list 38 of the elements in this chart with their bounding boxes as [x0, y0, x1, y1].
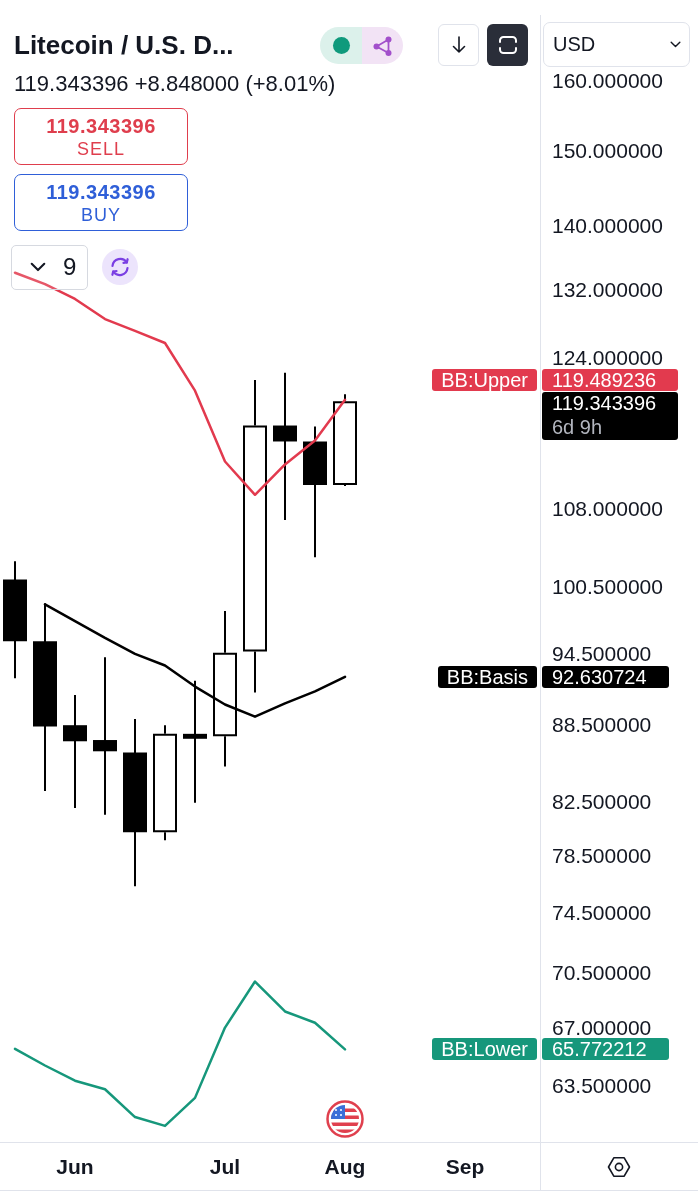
y-tick-label: 82.500000: [552, 789, 652, 813]
candlestick: [273, 371, 297, 521]
annotation: BUY: [80, 203, 121, 226]
annotation: 119.343396: [46, 179, 156, 204]
y-tick-label: 63.500000: [552, 1074, 652, 1098]
candlestick: [63, 693, 87, 810]
text: BB:Upper: [441, 369, 528, 392]
y-tick-label: 100.500000: [552, 574, 663, 598]
text: 119.489236: [552, 369, 657, 392]
text: 119.343396 +8.848000 (+8.01%): [14, 70, 336, 98]
x-tick-label: Jun: [56, 1155, 94, 1179]
text: Litecoin / U.S. D...: [14, 29, 234, 62]
candlestick: [93, 656, 117, 816]
y-tick-label: 132.000000: [552, 278, 663, 302]
x-tick-label: Aug: [324, 1155, 366, 1179]
text: 119.343396: [552, 392, 657, 415]
annotation: 119.343396: [46, 113, 156, 138]
y-tick-label: 70.500000: [552, 960, 652, 984]
y-tick-label: 94.500000: [552, 641, 652, 665]
text: BB:Lower: [441, 1038, 528, 1061]
y-tick-label: 88.500000: [552, 713, 652, 737]
y-tick-label: 74.500000: [552, 900, 652, 924]
text: 92.630724: [552, 665, 647, 688]
y-tick-label: 160.000000: [552, 69, 663, 93]
x-tick-label: Sep: [445, 1155, 485, 1179]
y-tick-label: 150.000000: [552, 139, 663, 163]
y-tick-label: 140.000000: [552, 214, 663, 238]
text: 65.772212: [552, 1038, 647, 1061]
y-tick-label: 124.000000: [552, 346, 663, 370]
annotation: SELL: [76, 137, 126, 160]
text: USD: [553, 32, 596, 56]
text: BB:Basis: [446, 665, 528, 688]
y-tick-label: 108.000000: [552, 496, 663, 520]
y-tick-label: 67.000000: [552, 1015, 652, 1039]
text: 6d 9h: [552, 416, 603, 439]
x-tick-label: Jul: [209, 1155, 241, 1179]
annotation: 9: [63, 253, 77, 281]
y-tick-label: 78.500000: [552, 843, 652, 867]
